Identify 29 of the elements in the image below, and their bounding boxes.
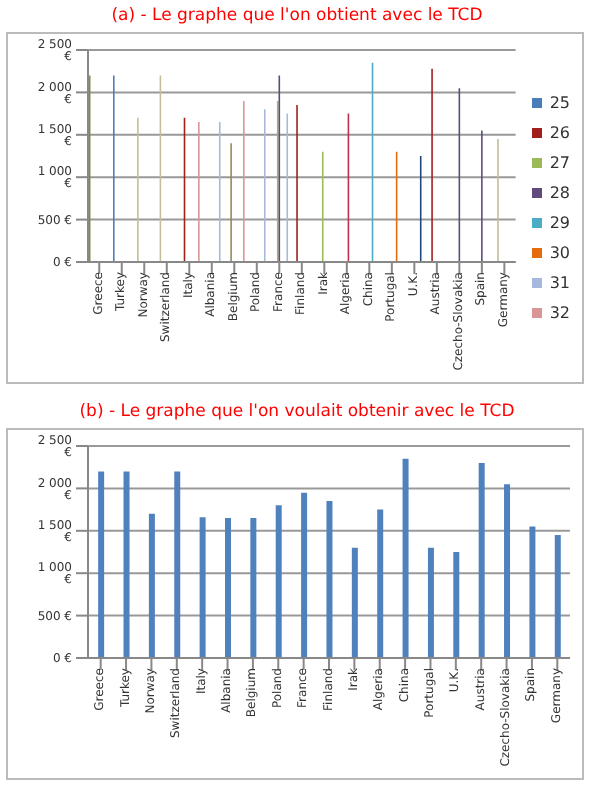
bar <box>148 513 155 658</box>
bar <box>478 462 485 658</box>
bar <box>326 501 333 658</box>
legend-label: 30 <box>549 244 570 262</box>
chart-title: (b) - Le graphe que l'on voulait obtenir avec le TCD <box>77 400 517 426</box>
bar <box>351 547 358 658</box>
chart-title: (a) - Le graphe que l'on obtient avec le TCD <box>109 4 485 30</box>
legend-label: 31 <box>549 274 570 292</box>
bar <box>301 492 308 658</box>
bar <box>174 471 181 658</box>
bar <box>98 471 105 658</box>
bar <box>199 517 206 658</box>
bar <box>377 509 384 658</box>
legend-label: 27 <box>549 154 570 172</box>
bar <box>123 471 130 658</box>
bar <box>453 552 460 658</box>
legend-label: 26 <box>549 124 570 142</box>
bar <box>250 518 257 658</box>
bar <box>402 458 409 658</box>
bar <box>224 518 231 658</box>
legend-label: 32 <box>549 304 570 322</box>
legend-label: 25 <box>549 94 570 112</box>
legend-label: 28 <box>549 184 570 202</box>
bar <box>554 535 561 658</box>
bar <box>275 505 282 658</box>
bar <box>504 484 511 658</box>
bar <box>427 547 434 658</box>
bar <box>529 526 536 658</box>
legend-label: 29 <box>549 214 570 232</box>
